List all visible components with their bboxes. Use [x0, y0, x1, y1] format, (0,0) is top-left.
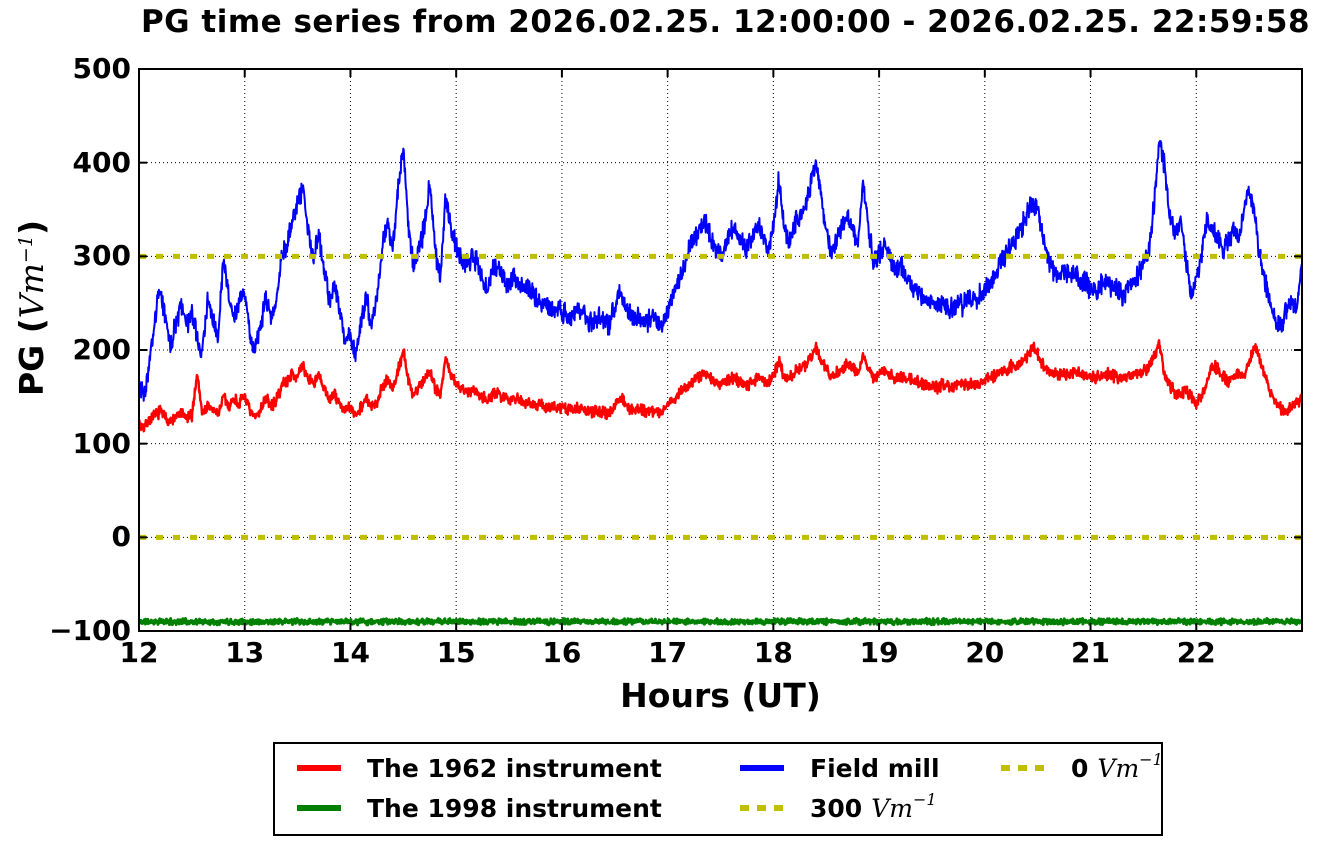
- legend-dash-sample-yellow: [1001, 765, 1045, 771]
- y-tick-label-0: 0: [111, 520, 131, 554]
- x-axis-label: Hours (UT): [620, 676, 821, 715]
- series-the-1998-instrument: [139, 616, 1302, 627]
- legend-label: Field mill: [810, 753, 940, 783]
- chart-title: PG time series from 2026.02.25. 12:00:00…: [140, 4, 1311, 40]
- y-tick-label-200: 200: [72, 333, 131, 366]
- legend-label: 300: [810, 793, 863, 823]
- legend: The 1962 instrument The 1998 instrument …: [273, 742, 1163, 836]
- y-tick-label-100: 100: [72, 426, 131, 460]
- series-field-mill: [139, 140, 1302, 402]
- x-tick-label-12: 12: [119, 636, 159, 669]
- y-tick-label-300: 300: [72, 239, 131, 273]
- legend-item-field-mill: Field mill: [740, 750, 940, 786]
- legend-unit: Vm: [1097, 753, 1140, 783]
- series-the-1962-instrument: [139, 339, 1302, 433]
- legend-label: 0: [1071, 753, 1089, 783]
- x-tick-label-18: 18: [753, 636, 793, 669]
- plot-frame: [138, 68, 1303, 632]
- legend-line-sample-green: [297, 805, 341, 811]
- legend-line-sample-red: [297, 765, 341, 771]
- legend-unit-exponent: −1: [912, 789, 937, 809]
- legend-item-1998-instrument: The 1998 instrument: [297, 790, 662, 826]
- legend-item-0-line: 0 Vm −1: [1001, 750, 1163, 786]
- legend-item-300-line: 300 Vm −1: [740, 790, 937, 826]
- y-axis-label-suffix: ): [12, 219, 51, 236]
- x-tick-label-15: 15: [436, 636, 476, 669]
- x-tick-label-21: 21: [1071, 636, 1111, 669]
- x-tick-label-13: 13: [225, 636, 265, 669]
- y-tick-label-500: 500: [72, 52, 131, 85]
- y-tick-label-400: 400: [72, 145, 131, 179]
- grid: [139, 69, 1302, 631]
- x-tick-label-20: 20: [965, 636, 1005, 669]
- x-tick-label-19: 19: [859, 636, 899, 669]
- x-tick-label-16: 16: [542, 636, 582, 669]
- legend-dash-sample-yellow: [740, 805, 784, 811]
- legend-unit: Vm: [871, 793, 913, 823]
- x-tick-label-22: 22: [1176, 636, 1216, 669]
- x-tick-label-17: 17: [648, 636, 688, 669]
- legend-unit-exponent: −1: [1139, 749, 1163, 769]
- x-tick-label-14: 14: [330, 636, 370, 669]
- legend-item-1962-instrument: The 1962 instrument: [297, 750, 662, 786]
- legend-label: The 1962 instrument: [367, 753, 662, 783]
- y-tick-label-−100: −100: [49, 614, 131, 647]
- legend-label: The 1998 instrument: [367, 793, 662, 823]
- legend-line-sample-blue: [740, 765, 784, 771]
